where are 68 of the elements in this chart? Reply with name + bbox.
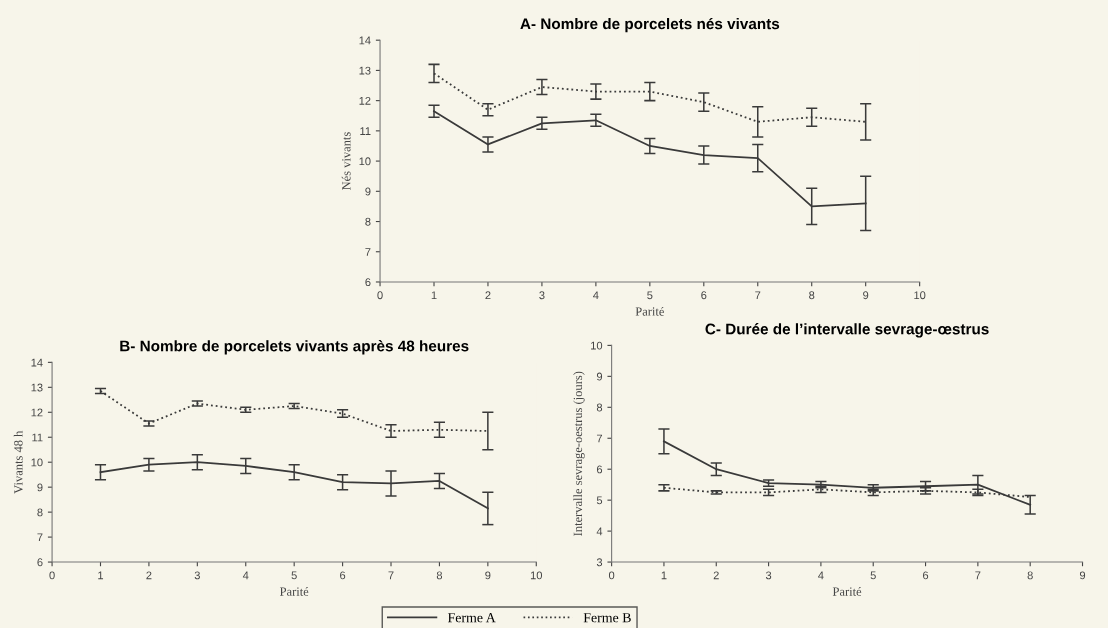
x-tick-label: 1 (98, 571, 104, 580)
x-tick-label: 1 (661, 571, 667, 580)
y-tick-label: 8 (37, 508, 43, 517)
y-tick-label: 3 (596, 558, 603, 567)
x-tick-label: 2 (485, 291, 491, 300)
x-tick-label: 4 (242, 571, 249, 580)
x-tick-label: 7 (388, 571, 394, 580)
chart-title: B- Nombre de porcelets vivants après 48 heures (120, 340, 469, 355)
x-tick-label: 3 (765, 571, 772, 580)
x-tick-label: 4 (818, 571, 824, 580)
x-tick-label: 5 (647, 291, 653, 300)
y-tick-label: 13 (359, 66, 371, 75)
x-tick-label: 10 (914, 291, 926, 300)
y-tick-label: 12 (31, 408, 43, 417)
y-axis-title: Nés vivants (341, 132, 351, 191)
y-tick-label: 7 (365, 248, 371, 256)
y-tick-label: 10 (359, 157, 371, 166)
y-tick-label: 9 (365, 187, 371, 196)
x-tick-label: 6 (701, 291, 707, 300)
y-tick-label: 6 (37, 558, 43, 567)
x-tick-label: 5 (870, 571, 876, 580)
x-axis-title: Parité (635, 306, 664, 316)
y-tick-label: 14 (359, 36, 371, 45)
x-tick-label: 3 (539, 291, 545, 300)
y-tick-label: 13 (31, 383, 43, 392)
x-tick-label: 9 (863, 291, 869, 300)
x-tick-label: 6 (340, 571, 346, 580)
y-tick-label: 8 (596, 403, 603, 412)
y-tick-label: 6 (365, 278, 371, 287)
y-tick-label: 7 (37, 533, 43, 542)
y-tick-label: 11 (32, 433, 43, 442)
x-tick-label: 5 (291, 571, 297, 580)
x-tick-label: 9 (1079, 571, 1086, 580)
x-tick-label: 8 (809, 291, 815, 300)
x-tick-label: 0 (608, 571, 615, 580)
legend-label: Ferme B (583, 613, 631, 623)
x-tick-label: 2 (713, 571, 719, 580)
x-tick-label: 7 (755, 291, 761, 300)
y-tick-label: 7 (596, 434, 603, 443)
x-tick-label: 9 (485, 571, 491, 580)
y-tick-label: 11 (360, 127, 371, 135)
y-tick-label: 4 (596, 527, 603, 536)
y-tick-label: 5 (596, 496, 603, 505)
y-tick-label: 6 (596, 465, 603, 474)
y-tick-label: 10 (31, 458, 43, 467)
x-tick-label: 8 (436, 571, 443, 580)
legend-label: Ferme A (447, 613, 496, 623)
x-tick-label: 0 (49, 571, 55, 580)
y-tick-label: 8 (365, 217, 371, 226)
y-tick-label: 9 (37, 483, 43, 492)
x-tick-label: 2 (146, 571, 152, 580)
y-tick-label: 9 (596, 372, 603, 381)
x-tick-label: 7 (975, 571, 981, 580)
chart-title: A- Nombre de porcelets nés vivants (520, 17, 780, 33)
x-axis-title: Parité (832, 586, 862, 596)
x-tick-label: 3 (194, 571, 200, 580)
x-tick-label: 0 (377, 291, 383, 300)
chart-title: C- Durée de l’intervalle sevrage-œstrus (705, 323, 989, 338)
y-axis-title: Intervalle sevrage-oestrus (jours) (573, 371, 585, 536)
y-axis-title: Vivants 48 h (13, 430, 23, 494)
x-tick-label: 6 (923, 571, 929, 580)
y-tick-label: 10 (591, 341, 603, 350)
x-axis-title: Parité (279, 586, 309, 596)
x-tick-label: 10 (530, 571, 543, 580)
x-tick-label: 1 (431, 291, 437, 300)
x-tick-label: 8 (1027, 571, 1033, 580)
y-tick-label: 12 (359, 96, 371, 105)
y-tick-label: 14 (31, 358, 43, 367)
